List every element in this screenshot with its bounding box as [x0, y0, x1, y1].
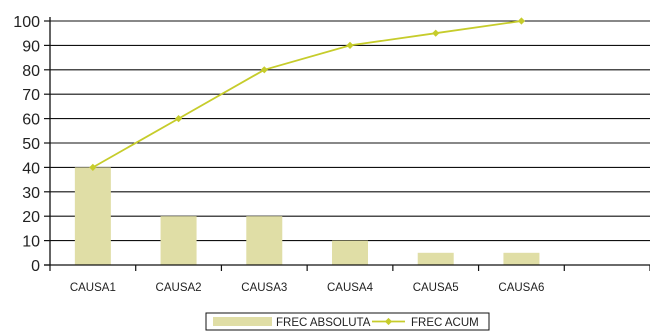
x-tick-labels: CAUSA1 CAUSA2 CAUSA3 CAUSA4 CAUSA5 CAUSA6	[70, 282, 545, 294]
legend-line-marker	[384, 317, 393, 326]
axes	[44, 17, 650, 266]
y-tick-label: 10	[22, 234, 40, 251]
cumulative-line	[92, 20, 522, 169]
x-category-label: CAUSA6	[498, 282, 544, 294]
y-tick-label: 100	[13, 14, 40, 31]
bar	[503, 252, 540, 265]
gridlines	[44, 20, 650, 271]
line-series	[89, 17, 526, 171]
line-marker	[517, 17, 526, 25]
y-tick-label: 70	[22, 87, 40, 104]
x-category-label: CAUSA4	[327, 282, 374, 294]
y-tick-label: 90	[22, 38, 40, 55]
y-tick-label: 50	[22, 136, 40, 153]
x-category-label: CAUSA3	[241, 282, 287, 294]
legend-label-frec-absoluta: FREC ABSOLUTA	[276, 317, 371, 329]
legend-box	[205, 312, 490, 331]
legend-label-frec-acum: FREC ACUM	[411, 317, 479, 329]
y-tick-label: 40	[22, 160, 40, 177]
x-category-label: CAUSA5	[413, 282, 459, 294]
y-tick-label: 20	[22, 209, 40, 226]
line-marker	[260, 66, 268, 74]
line-marker	[89, 163, 97, 171]
legend: FREC ABSOLUTA FREC ACUM	[205, 312, 490, 331]
bar	[417, 252, 454, 265]
y-tick-label: 60	[22, 112, 40, 129]
y-tick-label: 30	[22, 185, 40, 202]
y-tick-labels: 0 10 20 30 40 50 60 70 80 90 100	[13, 14, 40, 275]
bar	[246, 216, 283, 265]
bar	[332, 240, 368, 265]
bar	[160, 216, 197, 265]
x-category-label: CAUSA1	[70, 282, 116, 294]
x-category-label: CAUSA2	[156, 282, 202, 294]
bar-series	[74, 167, 540, 265]
y-tick-label: 0	[31, 258, 40, 275]
legend-bar-swatch	[213, 317, 272, 326]
bar	[74, 167, 111, 265]
line-marker	[346, 41, 354, 49]
line-marker	[174, 115, 183, 123]
line-marker	[432, 29, 440, 37]
y-tick-label: 80	[22, 63, 40, 80]
